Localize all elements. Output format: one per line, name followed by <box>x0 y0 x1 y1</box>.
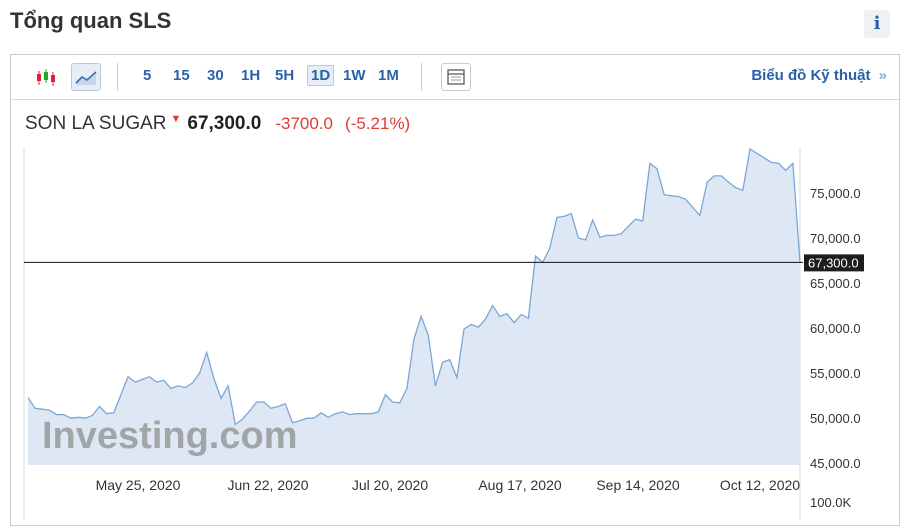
interval-5h[interactable]: 5H <box>275 67 295 84</box>
interval-1m[interactable]: 1M <box>378 67 399 84</box>
svg-text:67,300.0: 67,300.0 <box>808 255 859 270</box>
interval-1w[interactable]: 1W <box>343 67 366 84</box>
double-chevron-icon: » <box>878 67 887 84</box>
y-tick-label: 45,000.0 <box>810 456 861 471</box>
interval-15[interactable]: 15 <box>173 67 190 84</box>
chart-toolbar: 5 15 30 1H 5H 1D 1W 1M Biểu đồ Kỹ thuật … <box>11 55 899 100</box>
interval-1d[interactable]: 1D <box>307 65 335 86</box>
last-price: 67,300.0 <box>187 113 262 134</box>
toolbar-divider <box>117 63 118 91</box>
x-tick-label: Oct 12, 2020 <box>720 477 800 493</box>
info-icon[interactable]: i <box>864 10 890 38</box>
price-line <box>27 147 801 426</box>
layout-icon[interactable] <box>441 63 471 91</box>
interval-30[interactable]: 30 <box>207 67 224 84</box>
technical-chart-link[interactable]: Biểu đồ Kỹ thuật » <box>751 67 887 84</box>
y-tick-label: 60,000.0 <box>810 321 861 336</box>
current-price-label: 67,300.0 <box>804 254 864 272</box>
instrument-name: SON LA SUGAR <box>25 113 167 134</box>
price-change: -3700.0 <box>275 114 334 133</box>
watermark-text: Investing.com <box>42 415 298 457</box>
toolbar-divider <box>421 63 422 91</box>
line-chart-icon[interactable] <box>71 63 101 91</box>
x-tick-label: Jun 22, 2020 <box>228 477 309 493</box>
y-tick-label: 65,000.0 <box>810 276 861 291</box>
volume-axis-label: 100.0K <box>810 495 852 510</box>
down-arrow-icon: ▼ <box>170 113 182 125</box>
y-tick-label: 50,000.0 <box>810 411 861 426</box>
x-tick-label: Jul 20, 2020 <box>352 477 428 493</box>
chart-panel: 5 15 30 1H 5H 1D 1W 1M Biểu đồ Kỹ thuật … <box>10 54 900 526</box>
x-tick-label: May 25, 2020 <box>96 477 181 493</box>
interval-5[interactable]: 5 <box>143 67 152 84</box>
interval-1h[interactable]: 1H <box>241 67 261 84</box>
y-tick-label: 70,000.0 <box>810 231 861 246</box>
candlestick-icon[interactable] <box>31 63 61 91</box>
technical-chart-label: Biểu đồ Kỹ thuật <box>751 67 871 84</box>
price-change-percent: (-5.21%) <box>345 114 411 133</box>
x-tick-label: Aug 17, 2020 <box>478 477 562 493</box>
y-tick-label: 75,000.0 <box>810 186 861 201</box>
watermark: Investing.com <box>42 415 298 457</box>
quote-header: SON LA SUGAR ▼ 67,300.0 -3700.0 (-5.21%) <box>25 113 422 135</box>
x-tick-label: Sep 14, 2020 <box>596 477 680 493</box>
y-tick-label: 55,000.0 <box>810 366 861 381</box>
price-area-fill <box>28 148 800 465</box>
page-title: Tổng quan SLS <box>10 8 172 33</box>
